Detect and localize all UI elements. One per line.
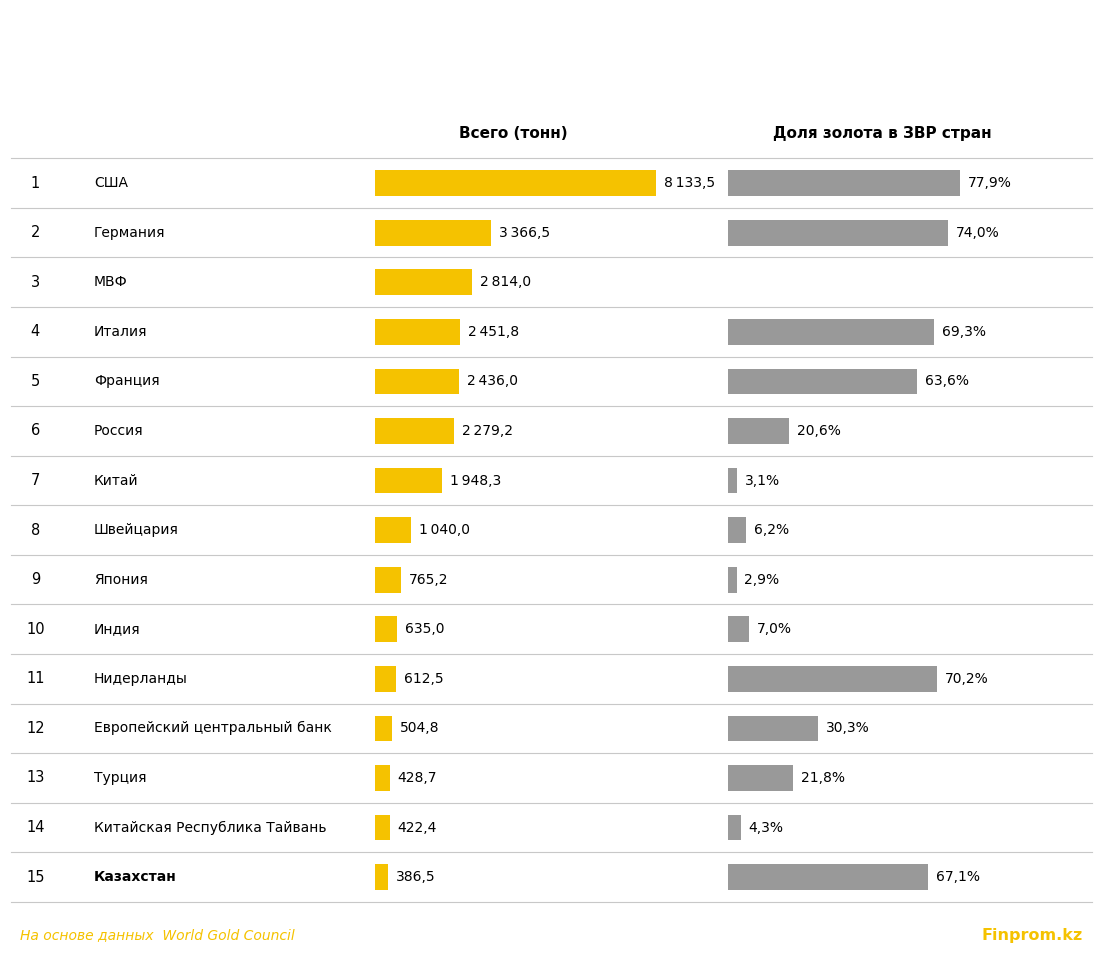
Text: 3,1%: 3,1% [745,473,780,488]
Text: 2 451,8: 2 451,8 [468,324,518,339]
Text: Всего (тонн): Всего (тонн) [459,126,567,141]
Text: Швейцария: Швейцария [94,523,179,538]
Bar [728,419,790,444]
Text: Китайская Республика Тайвань: Китайская Республика Тайвань [94,821,326,834]
Bar [728,864,928,890]
Bar [375,419,453,444]
Bar [375,170,656,196]
Text: 13: 13 [26,771,44,785]
Bar [375,864,388,890]
Text: 69,3%: 69,3% [942,324,986,339]
Text: 9: 9 [31,572,40,588]
Text: Индия: Индия [94,622,140,636]
Text: 20,6%: 20,6% [797,424,840,438]
Text: 765,2: 765,2 [409,573,449,587]
Text: 15: 15 [26,870,44,884]
Text: 74,0%: 74,0% [956,226,999,240]
Bar [728,468,737,493]
Bar [728,566,737,592]
Text: Finprom.kz: Finprom.kz [982,927,1083,943]
Bar [728,815,741,840]
Bar [375,319,460,345]
Text: 11: 11 [26,671,44,686]
Text: 8: 8 [31,522,40,538]
Text: 428,7: 428,7 [397,771,437,785]
Text: 67,1%: 67,1% [935,870,979,884]
Text: 1 948,3: 1 948,3 [450,473,502,488]
Text: Япония: Япония [94,573,148,587]
Text: МВФ: МВФ [94,276,128,289]
Text: 612,5: 612,5 [404,672,443,685]
Bar [375,666,396,692]
Text: 14: 14 [26,820,44,835]
Bar [375,468,442,493]
Bar [375,270,472,295]
Bar [728,170,960,196]
Text: 3 366,5: 3 366,5 [500,226,550,240]
Text: Китай: Китай [94,473,138,488]
Text: 21,8%: 21,8% [801,771,845,785]
Text: Германия: Германия [94,226,165,240]
Text: Франция: Франция [94,374,159,389]
Text: 7: 7 [31,473,40,488]
Bar [728,715,818,741]
Text: 63,6%: 63,6% [925,374,970,389]
Text: 2 279,2: 2 279,2 [461,424,513,438]
Text: 77,9%: 77,9% [967,176,1011,190]
Text: 1 040,0: 1 040,0 [419,523,470,538]
Text: 8 133,5: 8 133,5 [664,176,715,190]
Text: Начало  марта  2020: Начало марта 2020 [20,62,211,77]
Text: 7,0%: 7,0% [757,622,792,636]
Bar [375,369,459,395]
Text: Золотые резервы стран  и их доля в общем объёме национальных резервов. ТОП-15: Золотые резервы стран и их доля в общем … [20,21,909,39]
Bar [728,220,949,246]
Bar [375,815,389,840]
Bar [375,765,389,791]
Text: 504,8: 504,8 [400,721,440,735]
Text: 2,9%: 2,9% [745,573,780,587]
Text: 422,4: 422,4 [397,821,437,834]
Text: Турция: Турция [94,771,147,785]
Text: 3: 3 [31,275,40,290]
Text: Европейский центральный банк: Европейский центральный банк [94,721,332,735]
Bar [728,319,934,345]
Text: 12: 12 [26,721,44,736]
Text: Доля золота в ЗВР стран: Доля золота в ЗВР стран [773,126,992,141]
Bar [728,765,793,791]
Text: На основе данных  World Gold Council: На основе данных World Gold Council [20,928,295,942]
Text: 635,0: 635,0 [405,622,445,636]
Text: 2 814,0: 2 814,0 [480,276,532,289]
Text: США: США [94,176,128,190]
Text: 30,3%: 30,3% [826,721,869,735]
Text: 4,3%: 4,3% [749,821,783,834]
Text: 2 436,0: 2 436,0 [467,374,518,389]
Bar [375,616,397,642]
Text: 1: 1 [31,176,40,191]
Bar [375,220,492,246]
Text: 4: 4 [31,324,40,339]
Text: 70,2%: 70,2% [945,672,988,685]
Bar [728,517,747,543]
Text: 6,2%: 6,2% [754,523,790,538]
Text: 5: 5 [31,373,40,389]
Text: Россия: Россия [94,424,143,438]
Text: 6: 6 [31,423,40,439]
Bar [375,566,401,592]
Text: 10: 10 [26,622,44,636]
Bar [728,369,918,395]
Text: Нидерланды: Нидерланды [94,672,188,685]
Bar [375,715,393,741]
Bar [728,616,749,642]
Text: Казахстан: Казахстан [94,870,176,884]
Text: Италия: Италия [94,324,148,339]
Bar [375,517,411,543]
Bar [728,666,938,692]
Text: 2: 2 [31,226,40,240]
Text: 386,5: 386,5 [396,870,436,884]
